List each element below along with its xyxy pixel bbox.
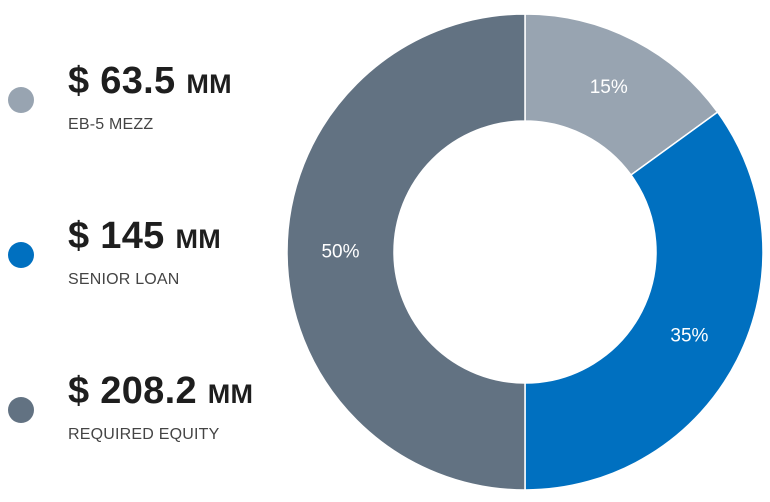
- legend-amount-eb5-mezz: $ 63.5 MM: [68, 60, 232, 102]
- legend-label-eb5-mezz: EB-5 MEZZ: [68, 116, 154, 133]
- donut-slice-senior-loan: [524, 111, 764, 491]
- slice-label-required-equity: 50%: [321, 242, 359, 263]
- legend-item-required-equity: $ 208.2 MM REQUIRED EQUITY: [0, 365, 300, 455]
- legend-item-senior-loan: $ 145 MM SENIOR LOAN: [0, 210, 300, 300]
- legend-item-eb5-mezz: $ 63.5 MM EB-5 MEZZ: [0, 55, 300, 145]
- legend-label-senior-loan: SENIOR LOAN: [68, 271, 180, 288]
- legend-swatch-eb5-mezz: [8, 87, 34, 113]
- donut-slice-required-equity: [286, 13, 526, 491]
- donut-slice-eb-5-mezz: [524, 13, 719, 177]
- legend-swatch-required-equity: [8, 397, 34, 423]
- legend-swatch-senior-loan: [8, 242, 34, 268]
- slice-label-eb-5-mezz: 15%: [590, 77, 628, 98]
- legend-amount-senior-loan: $ 145 MM: [68, 215, 222, 257]
- legend-amount-required-equity: $ 208.2 MM: [68, 370, 254, 412]
- slice-label-senior-loan: 35%: [670, 325, 708, 346]
- legend-label-required-equity: REQUIRED EQUITY: [68, 426, 220, 443]
